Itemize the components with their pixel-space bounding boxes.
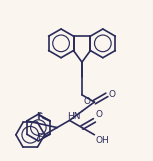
- Text: HN: HN: [67, 112, 81, 121]
- Text: F: F: [37, 113, 42, 122]
- Text: F: F: [37, 133, 42, 142]
- Text: OH: OH: [95, 136, 109, 145]
- Text: O: O: [95, 110, 102, 119]
- Text: F: F: [36, 112, 41, 121]
- Text: O: O: [84, 97, 91, 106]
- Text: O: O: [109, 90, 116, 99]
